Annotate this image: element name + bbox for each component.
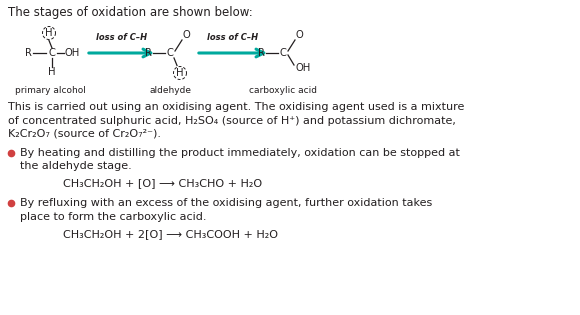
Text: O: O [182,30,190,40]
Text: the aldehyde stage.: the aldehyde stage. [20,161,132,171]
Text: H: H [176,68,184,78]
Text: R: R [144,48,151,58]
Text: K₂Cr₂O₇ (source of Cr₂O₇²⁻).: K₂Cr₂O₇ (source of Cr₂O₇²⁻). [8,129,161,139]
Text: R: R [24,48,31,58]
Text: H: H [45,28,53,38]
Text: OH: OH [295,63,311,73]
Text: of concentrated sulphuric acid, H₂SO₄ (source of H⁺) and potassium dichromate,: of concentrated sulphuric acid, H₂SO₄ (s… [8,116,456,125]
Text: OH: OH [64,48,79,58]
Text: primary alcohol: primary alcohol [14,86,85,95]
Text: The stages of oxidation are shown below:: The stages of oxidation are shown below: [8,6,253,19]
Text: By refluxing with an excess of the oxidising agent, further oxidation takes: By refluxing with an excess of the oxidi… [20,198,432,208]
Text: C: C [49,48,56,58]
Text: C: C [280,48,287,58]
Text: H: H [48,67,56,77]
Text: aldehyde: aldehyde [149,86,191,95]
Text: O: O [295,30,303,40]
Text: loss of C–H: loss of C–H [96,33,147,42]
Text: R: R [258,48,264,58]
Text: place to form the carboxylic acid.: place to form the carboxylic acid. [20,211,206,221]
Text: CH₃CH₂OH + 2[O] ⟶ CH₃COOH + H₂O: CH₃CH₂OH + 2[O] ⟶ CH₃COOH + H₂O [63,229,278,239]
Text: This is carried out using an oxidising agent. The oxidising agent used is a mixt: This is carried out using an oxidising a… [8,102,465,112]
Text: loss of C–H: loss of C–H [208,33,259,42]
Text: carboxylic acid: carboxylic acid [249,86,317,95]
Text: C: C [166,48,173,58]
Text: CH₃CH₂OH + [O] ⟶ CH₃CHO + H₂O: CH₃CH₂OH + [O] ⟶ CH₃CHO + H₂O [63,179,262,188]
Text: By heating and distilling the product immediately, oxidation can be stopped at: By heating and distilling the product im… [20,147,460,158]
